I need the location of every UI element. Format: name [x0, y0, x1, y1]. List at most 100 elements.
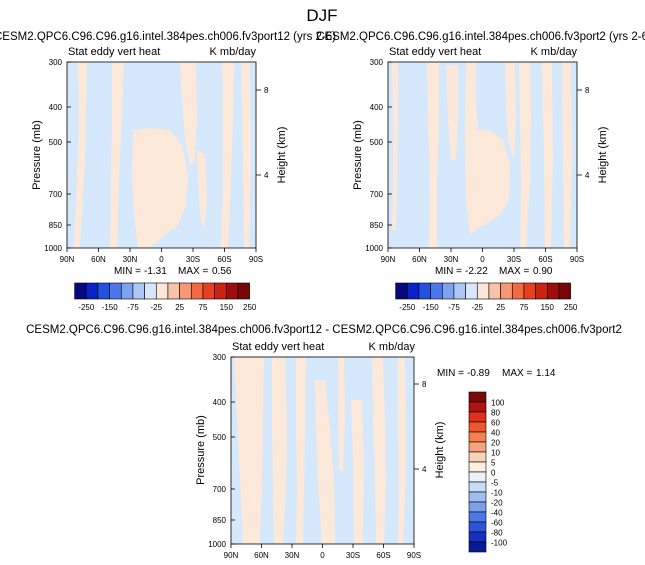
panel-3-max-value: 1.14: [536, 368, 556, 379]
panel-1-colorbar-swatch: [179, 282, 192, 300]
panel-1-positive-region: [241, 62, 251, 248]
panel-1-x-tick-label: 0: [159, 255, 164, 264]
panel-2-x-tick-label: 0: [480, 255, 485, 264]
panel-3-colorbar-label: 0: [491, 469, 496, 478]
panel-2-positive-region: [542, 62, 553, 248]
panel-3-y-tick-label: 1000: [208, 540, 226, 549]
panel-1-positive-region: [180, 62, 197, 165]
panel-1-colorbar-swatch: [120, 282, 134, 300]
panel-2-colorbar-swatch: [558, 282, 571, 300]
panel-3-colorbar-label: 40: [491, 429, 500, 438]
panel-3-positive-region: [372, 357, 386, 544]
panel-2-y-tick-label: 500: [370, 138, 384, 147]
panel-1-colorbar-label: 25: [175, 303, 184, 312]
panel-3-colorbar-swatch: [468, 391, 487, 403]
panel-1-colorbar-swatch: [74, 282, 87, 300]
panel-1-x-tick-label: 60N: [91, 255, 106, 264]
panel-2-y2-tick-label: 4: [585, 171, 590, 180]
panel-1-variable-label: Stat eddy vert heat: [68, 46, 160, 58]
panel-3-x-tick-label: 90N: [224, 551, 239, 560]
panel-2-colorbar-label: -150: [423, 303, 440, 312]
panel-1-title: CESM2.QPC6.C96.C96.g16.intel.384pes.ch00…: [0, 31, 336, 43]
panel-2-x-tick-label: 30N: [444, 255, 459, 264]
panel-2-positive-region: [505, 62, 516, 160]
panel-1-positive-region: [74, 62, 87, 248]
panel-1-plot-area: 300 400 500 700 850 1000 8 4 90N 60N 30N…: [31, 58, 288, 264]
panel-1-max-value: 0.56: [212, 266, 232, 277]
panel-2-positive-region: [519, 62, 531, 248]
panel-2-y-tick-label: 850: [370, 221, 384, 230]
panel-3-colorbar-swatch: [468, 481, 487, 493]
panel-1-colorbar-swatch: [97, 282, 110, 300]
panel-1-positive-region: [197, 150, 207, 230]
panel-1-colorbar-swatch: [132, 282, 145, 300]
panel-3-positive-region: [272, 357, 287, 544]
panel-1-units-label: K mb/day: [210, 46, 257, 58]
panel-3-positive-region: [315, 380, 335, 544]
panel-2-colorbar-swatch: [406, 282, 420, 300]
panel-2-colorbar-swatch: [395, 282, 408, 300]
panel-1-colorbar-swatch: [167, 282, 180, 300]
panel-1-colorbar-swatch: [85, 282, 99, 300]
panel-3-units-label: K mb/day: [369, 341, 416, 353]
panel-1-colorbar-swatch: [214, 282, 227, 300]
panel-2-y-tick-label: 1000: [365, 244, 383, 253]
panel-2-colorbar-swatch: [476, 282, 490, 300]
panel-3-colorbar-swatch: [468, 501, 487, 513]
panel-1-positive-region: [110, 62, 124, 248]
panel-3-y-tick-label: 300: [213, 353, 227, 362]
panel-2-x-tick-label: 90N: [381, 255, 396, 264]
panel-3-title: CESM2.QPC6.C96.C96.g16.intel.384pes.ch00…: [26, 324, 622, 336]
panel-2-y-tick-label: 400: [370, 103, 384, 112]
panel-3-colorbar-swatch: [468, 491, 487, 503]
panel-3-colorbar-swatch: [468, 411, 487, 423]
panel-3-positive-region: [351, 400, 364, 544]
panel-1-colorbar: -250 -150 -75 -25 25 75 150 250: [74, 282, 257, 312]
panel-2-positive-region: [427, 62, 439, 248]
panel-1-colorbar-label: -25: [151, 303, 163, 312]
panel-1-x-tick-label: 30S: [186, 255, 200, 264]
panel-1-y2-tick-label: 8: [264, 86, 269, 95]
panel-2-max-value: 0.90: [533, 266, 553, 277]
panel-2-y-axis-title: Pressure (mb): [352, 120, 364, 190]
panel-1-colorbar-label: -150: [102, 303, 119, 312]
panel-2-colorbar-label: 25: [496, 303, 505, 312]
panel-3-colorbar-label: -60: [491, 519, 503, 528]
panel-3-colorbar-swatch: [468, 531, 487, 543]
panel-3-y2-axis-title: Height (km): [434, 422, 446, 479]
panel-3: CESM2.QPC6.C96.C96.g16.intel.384pes.ch00…: [26, 324, 622, 560]
panel-1-colorbar-label: 250: [243, 303, 257, 312]
panel-3-positive-region: [296, 357, 306, 544]
panel-1-x-tick-label: 90N: [60, 255, 75, 264]
panel-2-colorbar: -250 -150 -75 -25 25 75 150 250: [395, 282, 578, 312]
panel-3-colorbar-swatch: [468, 401, 487, 413]
panel-3-colorbar-swatch: [468, 451, 487, 463]
panel-2-colorbar-label: -25: [472, 303, 484, 312]
panel-2-y2-tick-label: 8: [585, 86, 590, 95]
panel-2-colorbar-swatch: [488, 282, 501, 300]
panel-3-positive-region: [234, 357, 264, 544]
panel-1-colorbar-swatch: [155, 282, 169, 300]
panel-3-colorbar-swatch: [468, 471, 487, 483]
panel-2-colorbar-label: 150: [541, 303, 555, 312]
panel-2-colorbar-swatch: [453, 282, 466, 300]
panel-3-min-value: -0.89: [467, 368, 490, 379]
panel-3-colorbar-swatch: [468, 511, 487, 523]
panel-3-y-tick-label: 700: [213, 485, 227, 494]
panel-2-colorbar-label: 75: [520, 303, 529, 312]
panel-3-colorbar-label: -40: [491, 509, 503, 518]
panel-2-positive-region: [446, 65, 458, 160]
panel-3-colorbar-label: 80: [491, 409, 500, 418]
panel-3-x-tick-label: 60S: [376, 551, 390, 560]
panel-1-positive-region: [221, 62, 234, 248]
panel-3-y2-tick-label: 4: [422, 465, 427, 474]
panel-1-colorbar-swatch: [144, 282, 157, 300]
panel-3-colorbar-label: -20: [491, 499, 503, 508]
panel-3-y2-tick-label: 8: [422, 380, 427, 389]
panel-2-positive-region: [392, 62, 398, 230]
panel-2-x-tick-label: 60N: [412, 255, 427, 264]
panel-3-colorbar-swatch: [468, 521, 487, 533]
panel-2-colorbar-label: -250: [399, 303, 416, 312]
panel-3-colorbar-label: 100: [491, 399, 505, 408]
panel-2-variable-label: Stat eddy vert heat: [389, 46, 481, 58]
